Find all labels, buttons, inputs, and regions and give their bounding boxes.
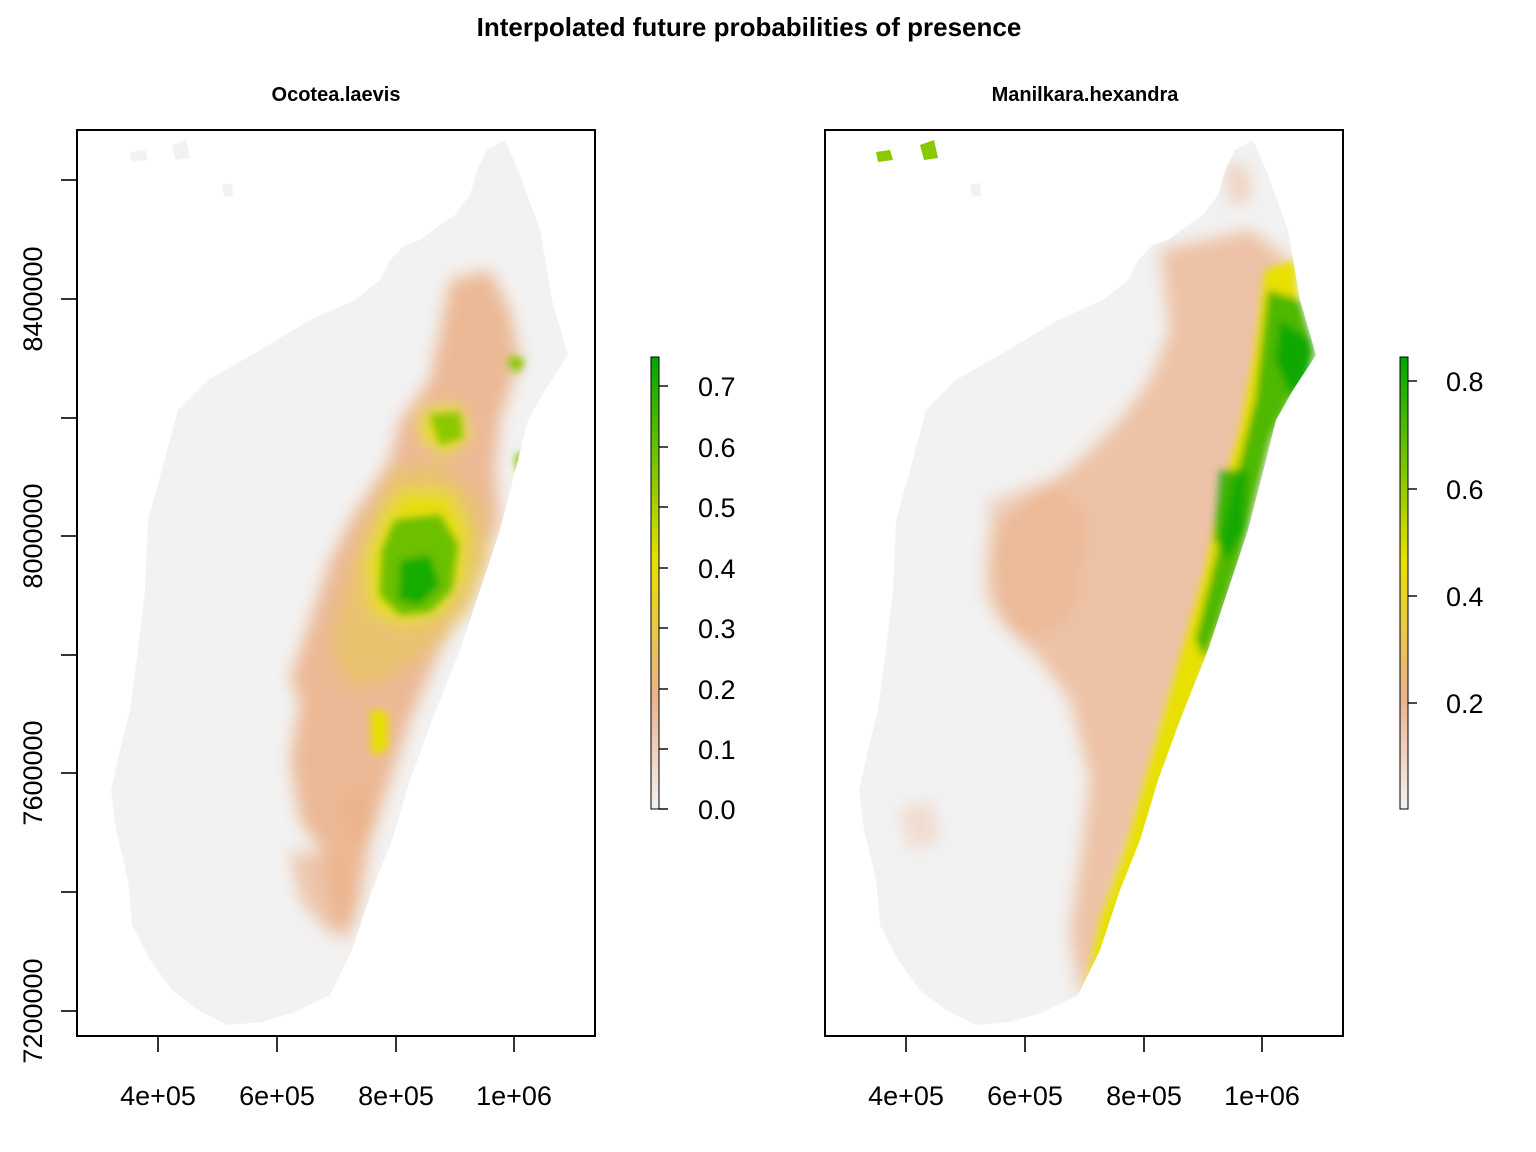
small-island xyxy=(920,140,938,160)
legend-tick-label: 0.6 xyxy=(698,433,736,463)
probability-raster xyxy=(900,160,1315,1000)
x-axis xyxy=(905,1036,1263,1052)
small-island xyxy=(970,183,981,197)
legend-tick-label: 0.2 xyxy=(1446,689,1484,719)
figure-title: Interpolated future probabilities of pre… xyxy=(477,12,1022,42)
x-tick-label: 8e+05 xyxy=(1106,1081,1182,1111)
color-scale-bar xyxy=(650,356,660,810)
legend-tick-label: 0.4 xyxy=(698,554,736,584)
small-island xyxy=(222,183,233,197)
legend-tick-label: 0.2 xyxy=(698,675,736,705)
y-tick-label: 8000000 xyxy=(18,483,48,588)
color-scale-bar xyxy=(1399,356,1409,810)
y-axis xyxy=(61,179,77,1012)
legend-ticks xyxy=(1408,380,1417,704)
panel-manilkara: Manilkara.hexandra xyxy=(824,84,1484,1111)
legend-tick-label: 0.3 xyxy=(698,614,736,644)
legend-tick-label: 0.7 xyxy=(698,372,736,402)
legend-tick-label: 0.4 xyxy=(1446,582,1484,612)
x-tick-label: 6e+05 xyxy=(239,1081,315,1111)
x-axis xyxy=(157,1036,515,1052)
y-tick-label: 7200000 xyxy=(18,958,48,1063)
x-tick-label: 4e+05 xyxy=(120,1081,196,1111)
x-tick-label: 6e+05 xyxy=(987,1081,1063,1111)
x-tick-label: 1e+06 xyxy=(476,1081,552,1111)
panel-title: Manilkara.hexandra xyxy=(992,84,1180,106)
plot-frame xyxy=(824,129,1344,1037)
small-island xyxy=(130,150,148,162)
legend-tick-label: 0.1 xyxy=(698,735,736,765)
small-island xyxy=(172,140,190,160)
y-tick-label: 7600000 xyxy=(18,720,48,825)
x-tick-label: 4e+05 xyxy=(868,1081,944,1111)
legend-tick-label: 0.0 xyxy=(698,795,736,825)
legend-tick-label: 0.5 xyxy=(698,493,736,523)
small-island xyxy=(876,150,893,162)
legend-ticks xyxy=(659,385,668,810)
y-tick-label: 8400000 xyxy=(18,246,48,351)
x-tick-label: 1e+06 xyxy=(1224,1081,1300,1111)
legend-tick-label: 0.8 xyxy=(1446,367,1484,397)
legend-tick-label: 0.6 xyxy=(1446,475,1484,505)
panel-title: Ocotea.laevis xyxy=(272,84,401,106)
probability-raster xyxy=(290,270,530,945)
panel-ocotea: Ocotea.laevis xyxy=(18,84,736,1111)
x-tick-label: 8e+05 xyxy=(358,1081,434,1111)
plot-frame xyxy=(76,129,596,1037)
